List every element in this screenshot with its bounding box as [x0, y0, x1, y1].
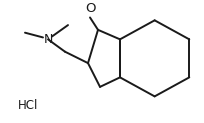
- Text: HCl: HCl: [18, 99, 38, 112]
- Text: O: O: [85, 2, 95, 15]
- Text: N: N: [43, 33, 53, 46]
